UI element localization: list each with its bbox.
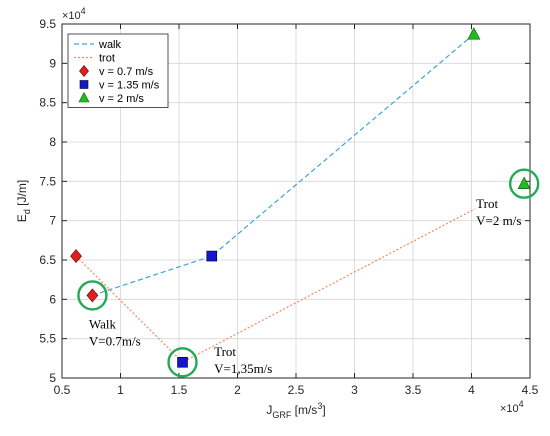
highlight-circle	[167, 347, 198, 378]
y-tick-label: 8.5	[39, 96, 56, 110]
annotation-text: V=2 m/s	[476, 213, 521, 228]
legend-label: v = 1.35 m/s	[99, 80, 160, 92]
y-exponent-label: ×104	[62, 6, 86, 22]
y-tick-label: 7.5	[39, 174, 56, 188]
x-tick-label: 4	[468, 383, 475, 397]
annotation-text: V=0.7m/s	[89, 333, 141, 348]
x-tick-label: 2	[234, 383, 241, 397]
annotation-text: V=1,35m/s	[214, 361, 272, 376]
x-exponent-label: ×104	[500, 399, 524, 415]
legend-label: trot	[99, 53, 115, 65]
annotation-text: Walk	[89, 316, 117, 331]
x-tick-label: 0.5	[54, 383, 71, 397]
x-tick-label: 1.5	[171, 383, 188, 397]
x-tick-label: 1	[117, 383, 124, 397]
highlight-circle	[77, 280, 108, 311]
legend-label: walk	[98, 39, 122, 51]
data-point-diamond	[70, 249, 82, 264]
legend-marker-swatch	[79, 65, 89, 77]
y-tick-label: 7	[49, 214, 56, 228]
legend-marker-swatch	[78, 91, 90, 103]
data-point-triangle	[467, 27, 481, 40]
highlight-circle	[508, 168, 540, 199]
series-line-walk	[92, 33, 475, 296]
legend-label: v = 0.7 m/s	[99, 66, 154, 78]
y-tick-label: 5.5	[39, 332, 56, 346]
data-point-square	[177, 356, 188, 368]
legend-label: v = 2 m/s	[99, 93, 144, 105]
data-point-diamond	[86, 288, 99, 303]
y-tick-label: 5	[49, 371, 56, 385]
y-tick-label: 6.5	[39, 253, 56, 267]
x-tick-label: 2.5	[288, 383, 305, 397]
data-point-triangle	[517, 176, 531, 189]
y-tick-label: 9	[49, 56, 56, 70]
annotation-text: Trot	[214, 344, 236, 359]
x-axis-title: JGRF [m/s3]	[266, 401, 325, 420]
x-tick-label: 3.5	[405, 383, 422, 397]
legend-marker-swatch	[79, 80, 89, 89]
y-tick-label: 8	[49, 135, 56, 149]
y-axis-title: Ed [J/m]	[15, 180, 32, 222]
annotation-text: Trot	[476, 196, 498, 211]
y-tick-label: 6	[49, 292, 56, 306]
data-point-square	[206, 250, 218, 262]
x-tick-label: 3	[351, 383, 358, 397]
y-tick-label: 9.5	[39, 17, 56, 31]
x-tick-label: 4.5	[522, 383, 539, 397]
